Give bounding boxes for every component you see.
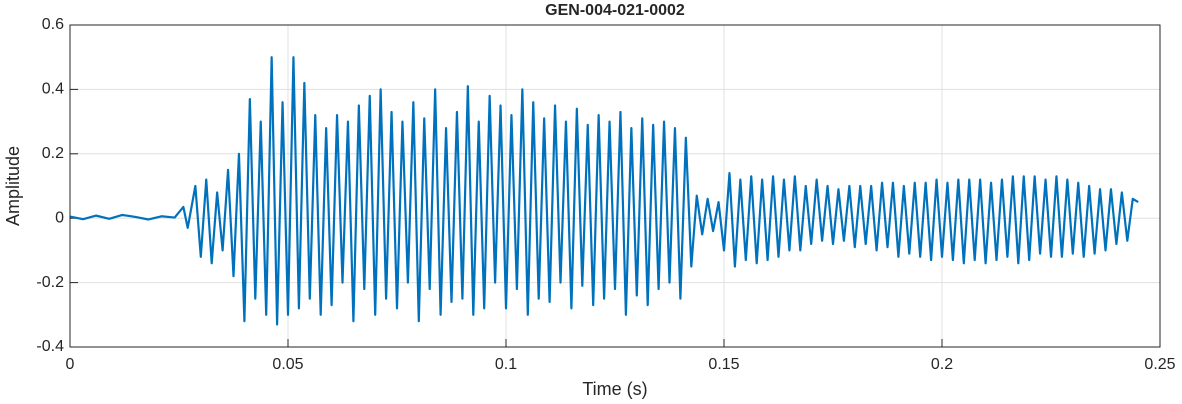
y-tick-label: 0.2: [42, 145, 64, 162]
x-tick-label: 0.25: [1144, 356, 1175, 373]
x-tick-label: 0.15: [708, 356, 739, 373]
axes-box: [69, 24, 1161, 348]
y-tick-label: 0.4: [42, 81, 64, 98]
x-tick-label: 0: [66, 356, 75, 373]
x-axis-label: Time (s): [582, 379, 647, 399]
y-tick-label: -0.4: [36, 338, 64, 355]
y-axis-label: Amplitude: [3, 146, 23, 226]
signal-line: [69, 56, 1139, 326]
x-tick-label: 0.2: [931, 356, 953, 373]
y-tick-label: 0: [55, 209, 64, 226]
y-tick-label: 0.6: [42, 16, 64, 33]
x-tick-label: 0.1: [495, 356, 517, 373]
y-tick-label: -0.2: [36, 274, 64, 291]
plot-area: [70, 25, 1160, 347]
x-tick-label: 0.05: [272, 356, 303, 373]
chart-title: GEN-004-021-0002: [545, 2, 685, 19]
